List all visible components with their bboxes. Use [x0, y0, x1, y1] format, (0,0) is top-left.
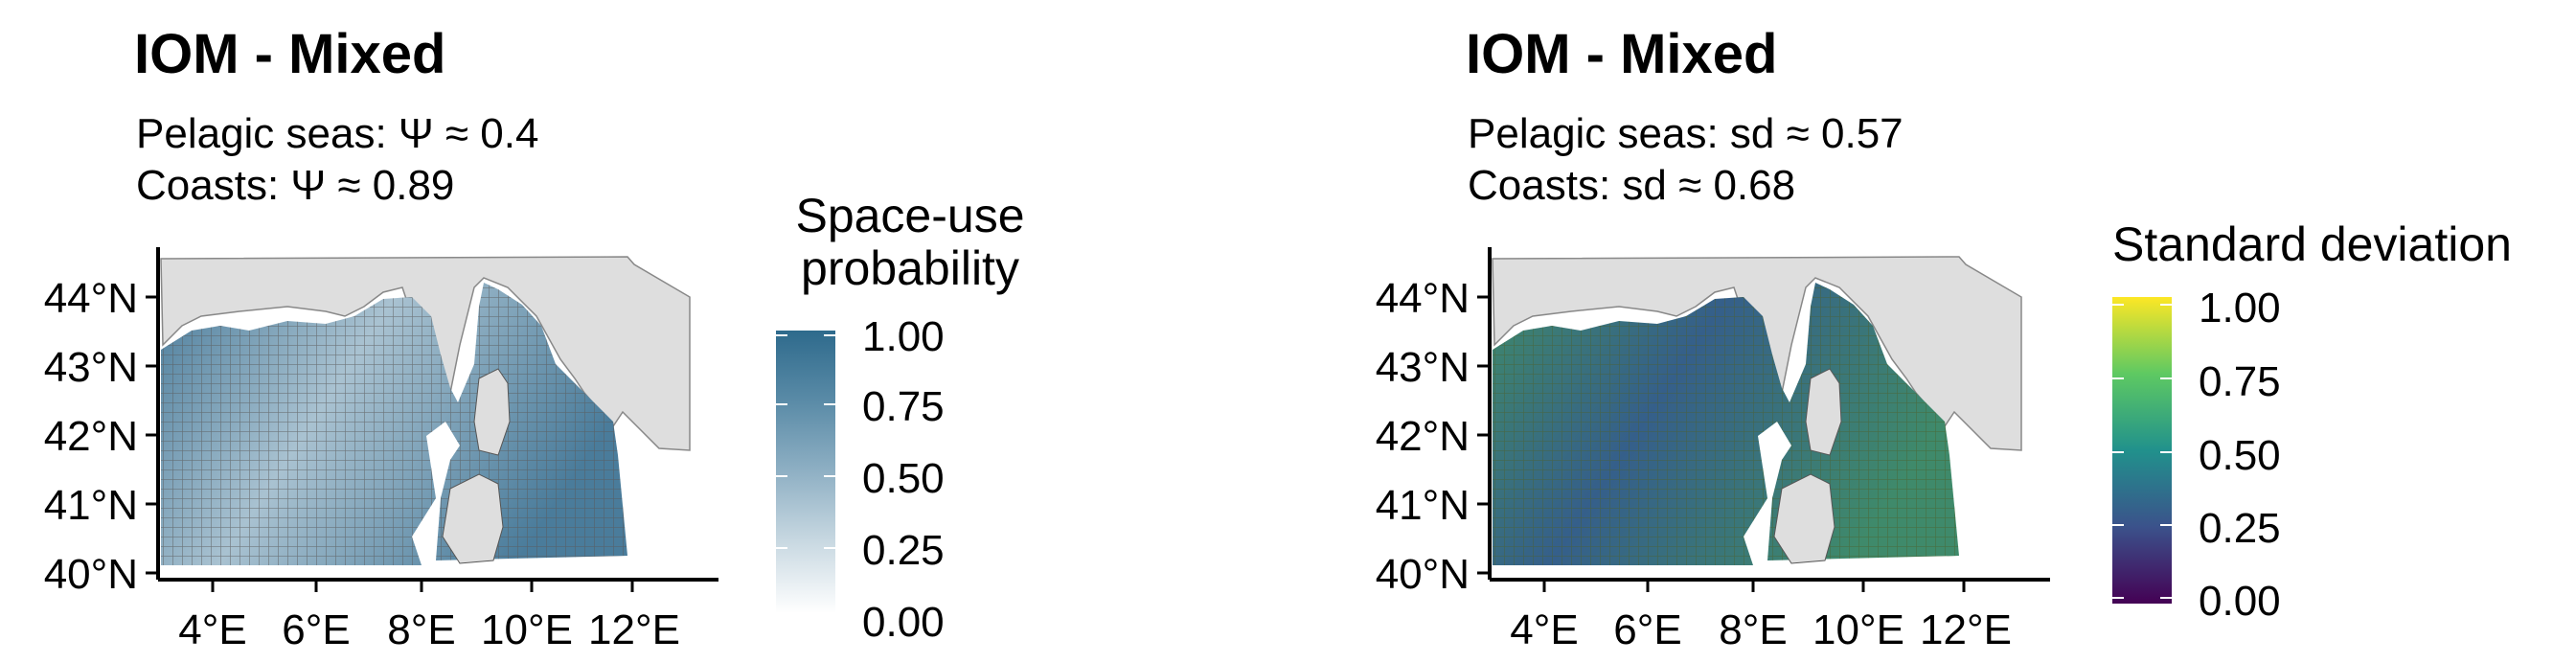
grid-overlay: [1493, 283, 1959, 565]
y-tick-label: 44°N: [44, 275, 138, 322]
panel-subtitle-line1: Pelagic seas: Ψ ≈ 0.4: [136, 110, 539, 157]
legend-tick-label: 0.75: [2199, 358, 2281, 405]
panel-subtitle-line1: Pelagic seas: sd ≈ 0.57: [1468, 110, 1904, 157]
legend-title-line1: Standard deviation: [2112, 217, 2512, 271]
panel-title: IOM - Mixed: [134, 23, 446, 85]
sardinia-island: [442, 473, 504, 564]
y-ticks: 44°N 43°N 42°N 41°N 40°N: [44, 275, 158, 598]
sardinia-island: [1773, 473, 1835, 564]
legend-title: Space-use probability: [771, 190, 1049, 295]
legend-tick-label: 0.50: [862, 455, 945, 502]
x-tick-label: 6°E: [282, 606, 350, 653]
panel-subtitle-line2: Coasts: Ψ ≈ 0.89: [136, 162, 455, 209]
x-tick-label: 4°E: [1510, 606, 1578, 653]
x-tick-label: 10°E: [1812, 606, 1904, 653]
panel-subtitle-line2: Coasts: sd ≈ 0.68: [1468, 162, 1796, 209]
legend-tick-label: 0.25: [862, 527, 945, 574]
right-panel: IOM - Mixed Pelagic seas: sd ≈ 0.57 Coas…: [1332, 0, 2576, 663]
map-plot: 44°N 43°N 42°N 41°N 40°N 4°E 6°E 8°E 10°…: [44, 247, 835, 653]
y-tick-label: 42°N: [44, 413, 138, 460]
legend-ticks: [2112, 304, 2172, 599]
corsica-island: [473, 368, 511, 456]
panel-title: IOM - Mixed: [1466, 23, 1778, 85]
map-plot: 44°N 43°N 42°N 41°N 40°N 4°E 6°E 8°E 10°…: [1376, 247, 2172, 653]
x-ticks: 4°E 6°E 8°E 10°E 12°E: [178, 580, 680, 653]
left-panel: IOM - Mixed Pelagic seas: Ψ ≈ 0.4 Coasts…: [44, 23, 1049, 654]
y-tick-label: 43°N: [1376, 344, 1470, 391]
y-tick-label: 41°N: [1376, 482, 1470, 529]
legend-title-line2: probability: [801, 241, 1019, 295]
legend-title-line1: Space-use: [795, 189, 1025, 242]
y-tick-label: 43°N: [44, 344, 138, 391]
x-tick-label: 8°E: [387, 606, 455, 653]
legend-tick-label: 1.00: [862, 313, 945, 360]
y-tick-label: 40°N: [44, 551, 138, 598]
legend-colorbar: [776, 331, 835, 613]
y-ticks: 44°N 43°N 42°N 41°N 40°N: [1376, 275, 1490, 598]
x-ticks: 4°E 6°E 8°E 10°E 12°E: [1510, 580, 2012, 653]
x-tick-label: 10°E: [481, 606, 573, 653]
y-tick-label: 41°N: [44, 482, 138, 529]
y-tick-label: 44°N: [1376, 275, 1470, 322]
x-tick-label: 12°E: [1920, 606, 2012, 653]
legend-tick-label: 0.00: [862, 599, 945, 646]
y-tick-label: 40°N: [1376, 551, 1470, 598]
corsica-island: [1805, 368, 1842, 456]
x-tick-label: 8°E: [1719, 606, 1787, 653]
legend-colorbar: [2112, 297, 2172, 604]
x-tick-label: 12°E: [588, 606, 680, 653]
legend-tick-label: 0.50: [2199, 432, 2281, 479]
legend-tick-label: 0.00: [2199, 578, 2281, 625]
legend-tick-label: 0.25: [2199, 505, 2281, 552]
legend-title: Standard deviation: [2112, 218, 2512, 271]
legend-tick-label: 1.00: [2199, 285, 2281, 332]
grid-overlay: [161, 283, 627, 565]
legend-ticks: [776, 334, 835, 549]
x-tick-label: 6°E: [1613, 606, 1681, 653]
y-tick-label: 42°N: [1376, 413, 1470, 460]
x-tick-label: 4°E: [178, 606, 246, 653]
legend-tick-label: 0.75: [862, 383, 945, 430]
